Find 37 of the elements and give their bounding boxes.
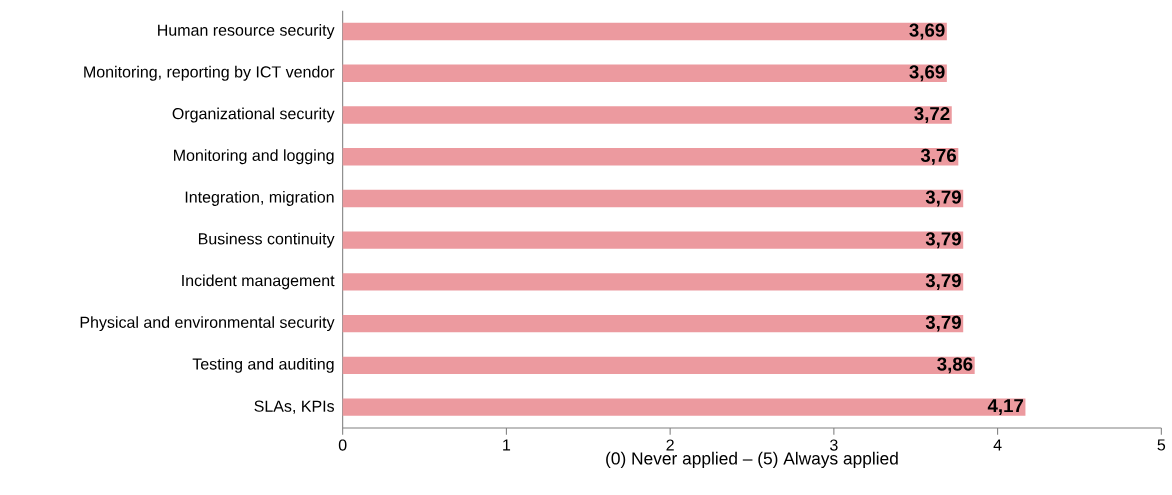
bar [342,398,1026,416]
bar [342,189,964,208]
bar [342,148,959,166]
data-label: 3,79 [925,315,961,332]
data-label: 3,86 [937,357,973,374]
data-label: 3,69 [909,65,945,82]
y-tick-label: Organizational security [172,107,335,123]
bar [342,273,964,291]
data-label: 3,79 [925,274,961,291]
x-tick-label: 0 [338,439,347,451]
data-label: 3,79 [925,232,961,249]
y-tick-label: Monitoring and logging [174,149,334,165]
data-label: 4,17 [987,399,1024,416]
y-tick-label: Monitoring, reporting by ICT vendor [84,65,335,81]
x-tick-label: 4 [993,439,1002,451]
y-tick-label: Testing and auditing [192,358,334,374]
x-tick-label: 3 [830,439,838,451]
bar [342,23,947,41]
y-tick-label: Human resource security [158,24,335,40]
data-label: 3,76 [920,148,957,165]
x-tick-label: 1 [503,439,511,451]
y-tick-label: Business continuity [198,232,335,248]
x-tick-label: 5 [1157,439,1166,451]
bar [342,315,964,333]
data-label: 3,79 [925,190,961,207]
bar [342,356,975,375]
y-tick-label: Incident management [182,274,335,290]
y-tick-label: Integration, migration [185,191,334,207]
x-axis-title: (0) Never applied – (5) Always applied [606,452,898,469]
x-tick-label: 2 [666,439,674,451]
y-tick-label: Physical and environmental security [80,316,335,332]
bar [342,106,952,124]
y-tick-label: SLAs, KPIs [254,400,335,414]
bar [342,64,947,83]
data-label: 3,72 [914,107,950,124]
bar [342,231,964,250]
data-label: 3,69 [909,23,945,40]
